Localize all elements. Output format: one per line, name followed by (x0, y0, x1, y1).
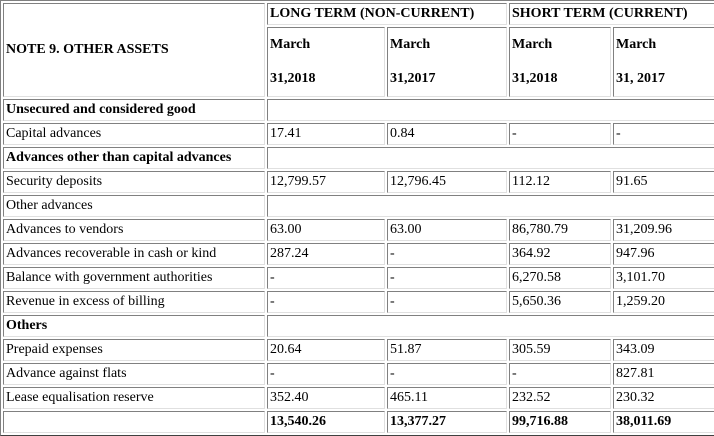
section-label: Other advances (3, 195, 265, 217)
row-label: Security deposits (3, 171, 265, 193)
value-cell: - (509, 123, 611, 145)
value-cell: - (613, 123, 714, 145)
section-row: Other advances (3, 195, 714, 217)
period-line2: 31,2018 (512, 71, 558, 86)
table-row: Security deposits 12,799.57 12,796.45 112.1… (3, 171, 714, 193)
value-cell: 31,209.96 (613, 219, 714, 241)
row-label: Prepaid expenses (3, 339, 265, 361)
table-title: NOTE 9. OTHER ASSETS (3, 3, 265, 97)
header-row-groups: NOTE 9. OTHER ASSETS LONG TERM (NON-CURR… (3, 3, 714, 97)
value-cell: 1,259.20 (613, 291, 714, 313)
value-cell: 305.59 (509, 339, 611, 361)
period-line2: 31,2018 (270, 71, 316, 86)
table-row: Advances recoverable in cash or kind 287.… (3, 243, 714, 265)
header-row-periods: March 31,2018 March 31,2017 March 31,2018 M… (3, 27, 714, 97)
period-header-lt-2017: March 31,2017 (387, 27, 507, 97)
total-cell: 13,540.26 (267, 411, 385, 433)
value-cell: 51.87 (387, 339, 507, 361)
table-row: Revenue in excess of billing - -5,650.36 1,… (3, 291, 714, 313)
value-cell: 5,650.36 (509, 291, 611, 313)
row-label: Capital advances (3, 123, 265, 145)
table-row: Balance with government authorities - -6,2… (3, 267, 714, 289)
section-label: Others (3, 315, 265, 337)
value-cell: 232.52 (509, 387, 611, 409)
table-row: Advances to vendors 63.00 63.00 86,780.79 31… (3, 219, 714, 241)
row-label: Advances recoverable in cash or kind (3, 243, 265, 265)
value-cell: 20.64 (267, 339, 385, 361)
value-cell: 63.00 (387, 219, 507, 241)
total-cell: 38,011.69 (613, 411, 714, 433)
table-row: Lease equalisation reserve 352.40 465.11 23… (3, 387, 714, 409)
value-cell: 364.92 (509, 243, 611, 265)
table-row: Advance against flats - - -827.81 (3, 363, 714, 385)
section-label: Unsecured and considered good (3, 99, 265, 121)
row-label: Advances to vendors (3, 219, 265, 241)
row-label: Advance against flats (3, 363, 265, 385)
section-filler (267, 99, 714, 121)
section-filler (267, 315, 714, 337)
value-cell: - (387, 291, 507, 313)
value-cell: 827.81 (613, 363, 714, 385)
row-label: Lease equalisation reserve (3, 387, 265, 409)
period-line1: March (390, 37, 431, 52)
section-row: Advances other than capital advances (3, 147, 714, 169)
section-row: Others (3, 315, 714, 337)
value-cell: - (387, 267, 507, 289)
table-row: Prepaid expenses 20.64 51.87 305.59 343.09 (3, 339, 714, 361)
total-row: 13,540.26 13,377.27 99,716.88 38,011.69 (3, 411, 714, 433)
value-cell: 6,270.58 (509, 267, 611, 289)
group-header-short-term: SHORT TERM (CURRENT) (509, 3, 714, 25)
value-cell: 230.32 (613, 387, 714, 409)
period-line2: 31,2017 (390, 71, 436, 86)
section-filler (267, 147, 714, 169)
value-cell: - (387, 243, 507, 265)
value-cell: 63.00 (267, 219, 385, 241)
table-body: NOTE 9. OTHER ASSETS LONG TERM (NON-CURR… (3, 3, 714, 433)
value-cell: - (387, 363, 507, 385)
value-cell: 3,101.70 (613, 267, 714, 289)
total-cell: 13,377.27 (387, 411, 507, 433)
period-line1: March (270, 37, 311, 52)
row-label: Balance with government authorities (3, 267, 265, 289)
period-header-st-2018: March 31,2018 (509, 27, 611, 97)
period-line1: March (512, 37, 553, 52)
row-label: Revenue in excess of billing (3, 291, 265, 313)
value-cell: 17.41 (267, 123, 385, 145)
value-cell: 112.12 (509, 171, 611, 193)
value-cell: 343.09 (613, 339, 714, 361)
section-filler (267, 195, 714, 217)
value-cell: - (267, 267, 385, 289)
value-cell: 287.24 (267, 243, 385, 265)
value-cell: 465.11 (387, 387, 507, 409)
value-cell: 0.84 (387, 123, 507, 145)
period-line2: 31, 2017 (616, 71, 665, 86)
period-line1: March (616, 37, 657, 52)
period-header-lt-2018: March 31,2018 (267, 27, 385, 97)
section-label: Advances other than capital advances (3, 147, 265, 169)
value-cell: 947.96 (613, 243, 714, 265)
value-cell: 12,799.57 (267, 171, 385, 193)
value-cell: - (509, 363, 611, 385)
total-cell: 99,716.88 (509, 411, 611, 433)
value-cell: 86,780.79 (509, 219, 611, 241)
value-cell: 352.40 (267, 387, 385, 409)
value-cell: 12,796.45 (387, 171, 507, 193)
row-label (3, 411, 265, 433)
table-row: Capital advances 17.41 0.84- - (3, 123, 714, 145)
period-header-st-2017: March 31, 2017 (613, 27, 714, 97)
section-row: Unsecured and considered good (3, 99, 714, 121)
value-cell: 91.65 (613, 171, 714, 193)
value-cell: - (267, 363, 385, 385)
value-cell: - (267, 291, 385, 313)
group-header-long-term: LONG TERM (NON-CURRENT) (267, 3, 507, 25)
